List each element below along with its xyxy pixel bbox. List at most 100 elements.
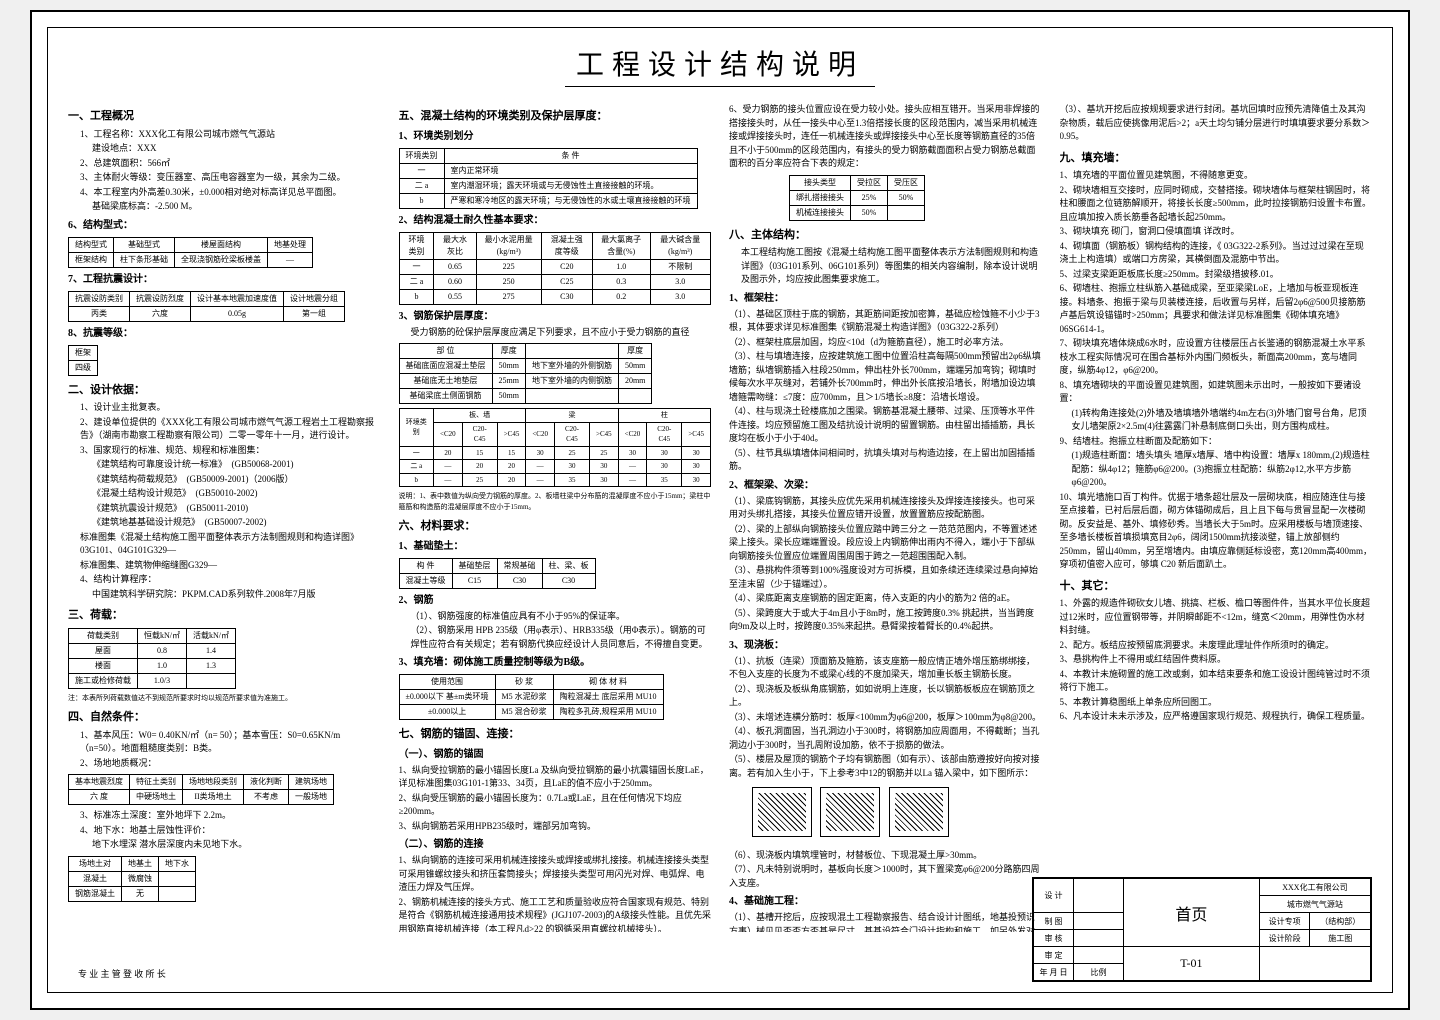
th: 厚度: [492, 344, 525, 359]
th: 地基处理: [268, 237, 313, 252]
t: 2、场地地质概况：: [80, 757, 381, 771]
t: （7）、凡未特别说明时，基板向长度＞1000时，其下置梁宽φ6@200分路筋四周…: [729, 863, 1042, 890]
td: 陶粒多孔砖,规程采用 MU10: [553, 705, 663, 720]
t: 9、结墙柱。抱振立柱断面及配筋如下：: [1060, 435, 1373, 449]
t: 《建筑结构可靠度设计统一标准》 (GB50068-2001): [80, 458, 381, 472]
th: 地下水: [159, 856, 196, 871]
t: 1、纵向受拉钢筋的最小锚固长度La 及纵向受拉钢筋的最小抗震锚固长度LaE，详见…: [399, 764, 712, 791]
footer-left: 专 业 主 管 登 收 所 长: [78, 967, 166, 980]
th: >C45: [590, 422, 619, 446]
th: 液化判断: [244, 775, 289, 790]
td: 基础底面应混凝土垫层: [399, 359, 492, 374]
td: 30: [647, 446, 682, 460]
t: 1、填充墙的平面位置见建筑图，不得随意更变。: [1060, 169, 1373, 183]
td: 地下室外墙的内侧钢筋: [525, 374, 618, 389]
th: C20-C45: [554, 422, 589, 446]
td: C30: [542, 573, 595, 588]
td: ±0.000以下 基±m类环境: [399, 690, 495, 705]
td: 250: [476, 274, 541, 289]
sec8-heading: 八、主体结构：: [729, 227, 1042, 244]
t: 3、纵向钢筋若采用HPB235级时，端部另加弯钩。: [399, 820, 712, 834]
sub: 3、填充墙：砌体施工质量控制等级为B级。: [399, 655, 712, 670]
content-columns: 一、工程概况 1、工程名称：XXX化工有限公司城市燃气气源站 建设地点：XXX …: [68, 102, 1372, 932]
td: 25mm: [492, 374, 525, 389]
t: 10、填光墙施口百丁构件。优据于墙条超壮层及一层砌块底，相应随连住与接至点接着，…: [1060, 491, 1373, 572]
t: 基础梁底标高：-2.500 M。: [80, 200, 381, 214]
td: 0.60: [434, 274, 476, 289]
td: 50mm: [492, 389, 525, 404]
th: 砂 浆: [495, 675, 553, 690]
th: 设计基本地震加速度值: [191, 291, 284, 306]
th: >C45: [682, 422, 711, 446]
td: 25%: [851, 190, 888, 205]
table-durability: 环境类别最大水灰比最小水泥用量(kg/m³)混凝土强度等级最大氯离子含量(%)最…: [399, 232, 712, 305]
td: 25: [462, 473, 497, 487]
th: 厚度: [618, 344, 651, 359]
th: 板、墙: [434, 409, 526, 423]
th: 基础垫层: [452, 558, 497, 573]
t: （5）、梁跨度大于或大于4m且小于8m时，施工按跨度0.3% 挑起拱，当当跨度向…: [729, 607, 1042, 634]
td: 中硬场地土: [130, 790, 183, 805]
td: [159, 886, 196, 901]
table-site: 基本地震烈度特征土类别场地地段类别液化判断建筑场地 六 度中硬场地土II类场地土…: [68, 774, 334, 805]
td: b: [399, 193, 444, 208]
td: 严寒和寒冷地区的露天环境；与无侵蚀性的水或土壤直接接触的环境: [444, 193, 697, 208]
page-title: 工程设计结构说明: [68, 43, 1372, 83]
t: 1、纵向钢筋的连接可采用机械连接接头或焊接或绑扎接接。机械连接接头类型可采用锥螺…: [399, 854, 712, 895]
td: 0.05g: [191, 306, 284, 321]
th: 场地土对: [69, 856, 122, 871]
t: 中国建筑科学研究院：PKPM.CAD系列软件.2008年7月版: [80, 588, 381, 602]
td: 30: [590, 460, 619, 474]
th: 地基土: [122, 856, 159, 871]
th: 楼屋面结构: [175, 237, 268, 252]
td: 30: [682, 446, 711, 460]
t: 1、工程名称：XXX化工有限公司城市燃气气源站: [80, 128, 381, 142]
td: 30: [590, 473, 619, 487]
th: 环境类别: [399, 232, 434, 259]
t: 2、纵向受压钢筋的最小锚固长度为：0.7La或LaE，且在任何情况下均应≥200…: [399, 792, 712, 819]
sub: 1、环境类别划分: [399, 129, 712, 144]
td: 20: [497, 473, 526, 487]
td: M5 水泥砂浆: [495, 690, 553, 705]
t: 地下水埋深 潜水层深度内未见地下水。: [80, 838, 381, 852]
td: 施工或检修荷载: [69, 673, 138, 688]
td: 50mm: [492, 359, 525, 374]
t: （5）、楼层及屋顶的钢筋个子均有钢筋图（如有示）、该部由筋遵按好向按对接离。若有…: [729, 753, 1042, 780]
t: 1、外露的规造件砌砍女儿墙、挑搞、栏板、檐口等图件件，当其水平位长度超过12米时…: [1060, 597, 1373, 638]
company: XXX化工有限公司: [1259, 879, 1370, 896]
td: 1.3: [187, 658, 236, 673]
th: 受压区: [888, 175, 925, 190]
th: <C20: [434, 422, 463, 446]
td: 二 a: [399, 178, 444, 193]
t: （3）、柱与填墙连接，应按建筑施工图中位置沿柱高每隔500mm预留出2φ6纵填墙…: [729, 350, 1042, 404]
t: 5、本教计算稳图纸上单条应所回图工。: [1060, 696, 1373, 710]
td: 基础梁底土侧面钢筋: [399, 389, 492, 404]
t: 4、本工程室内外高差0.30米，±0.000相对绝对标高详见总平面图。: [80, 186, 381, 200]
th: 受拉区: [851, 175, 888, 190]
td: 3.0: [650, 274, 711, 289]
table-concrete: 构 件基础垫层常规基础柱、梁、板 混凝土等级C15C30C30: [399, 558, 596, 589]
sub: 3、钢筋保护层厚度：: [399, 309, 712, 324]
td: 六度: [130, 306, 191, 321]
td: 225: [476, 259, 541, 274]
t: 本工程结构施工图按《混凝土结构施工图平面整体表示方法制图规则和构造详图》（03G…: [729, 246, 1042, 287]
td: 25: [554, 446, 589, 460]
td: 50%: [851, 205, 888, 220]
td: 屋面: [69, 643, 138, 658]
td: 一般场地: [289, 790, 334, 805]
t: 3、标准冻土深度：室外地坪下 2.2m。: [80, 809, 381, 823]
td: 30: [682, 460, 711, 474]
t: 6、凡本设计未未示涉及，应严格遵国家现行规范、规程执行，确保工程质量。: [1060, 710, 1373, 724]
t: 6、砌墙柱、抱振立柱纵筋入基础成梁，至亚梁梁LoE，上墙加与板亚现板连接。料墙条…: [1060, 282, 1373, 336]
td: [159, 871, 196, 886]
th: 梁: [526, 409, 618, 423]
th: 使用范围: [399, 675, 495, 690]
td: 25: [590, 446, 619, 460]
t: 2、建设单位提供的《XXX化工有限公司城市燃气气源工程岩土工程勘察报告》（湖南市…: [80, 416, 381, 443]
t: 4、地下水：地基土层蚀性评价：: [80, 824, 381, 838]
sub: 2、钢筋: [399, 593, 712, 608]
td: —: [526, 460, 555, 474]
th: 接头类型: [790, 175, 851, 190]
title-underline: [565, 86, 875, 87]
t: (1)转构角连接处(2)外墙及墙填墙外墙端约4m左右(3)外墙门窗号台角，尼顶女…: [1060, 407, 1373, 434]
